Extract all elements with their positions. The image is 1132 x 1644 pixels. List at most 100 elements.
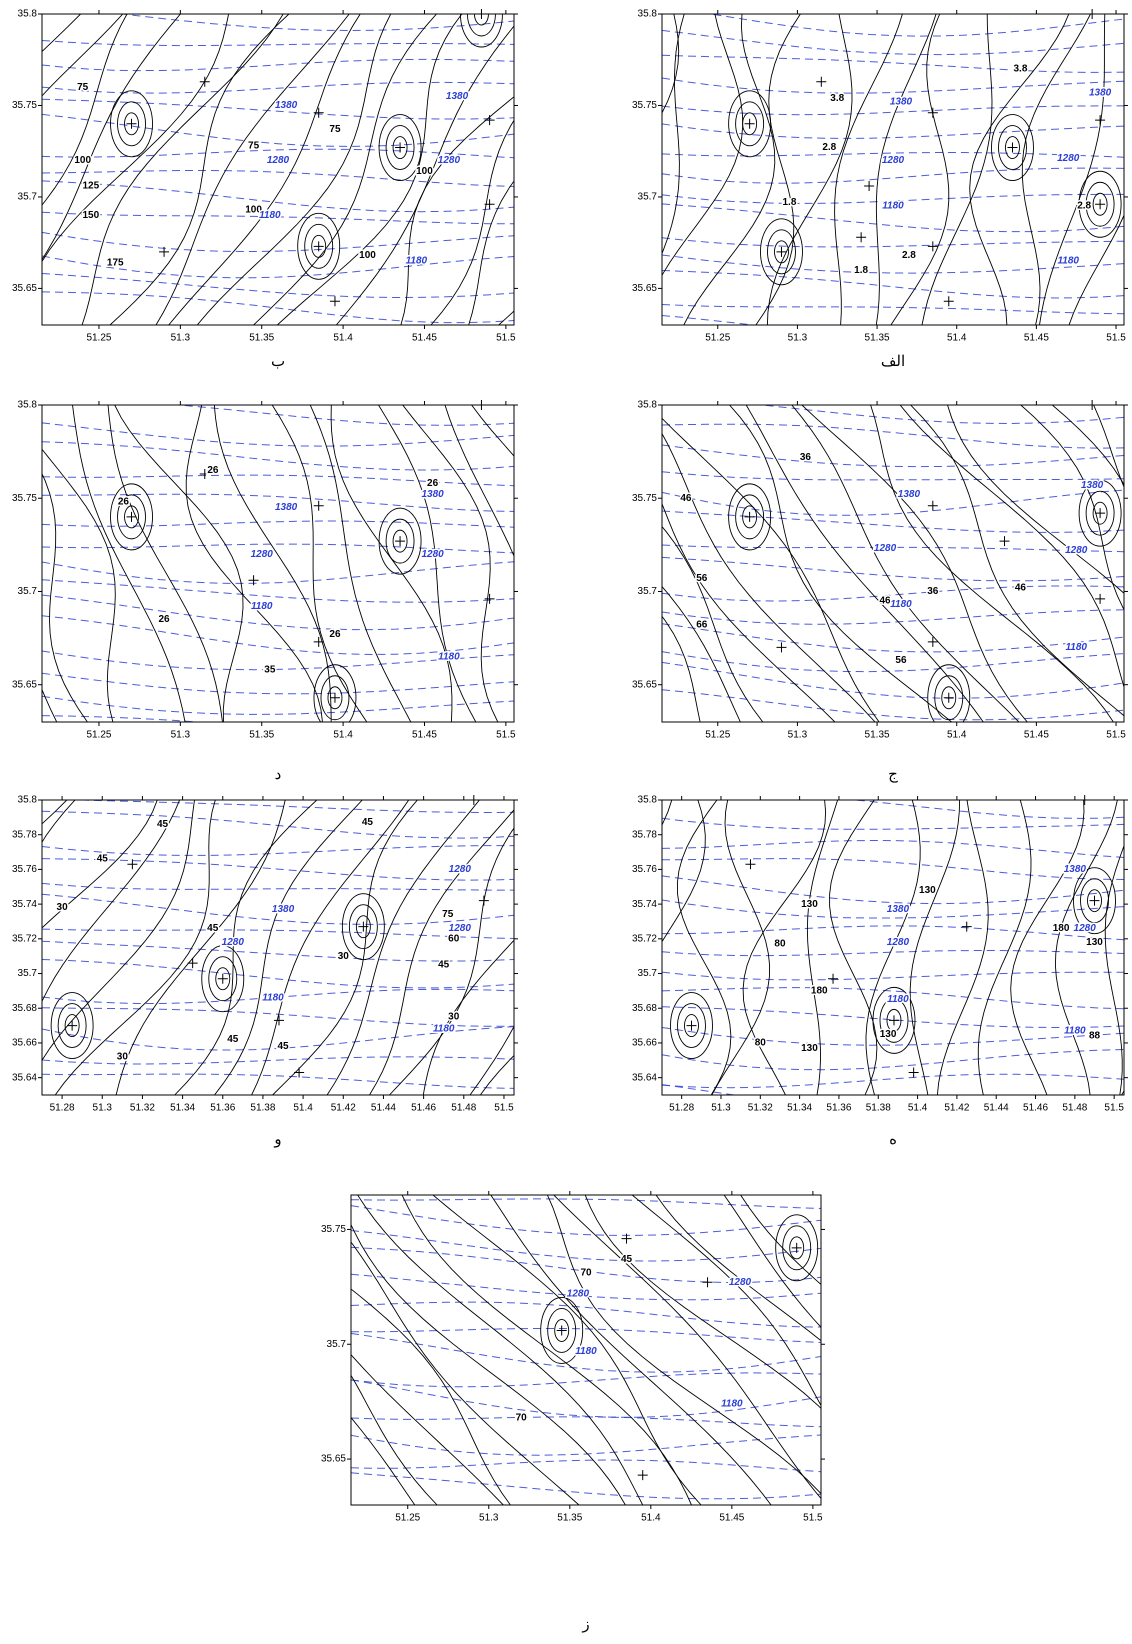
- x-tick-label: 51.35: [249, 333, 274, 344]
- y-tick-label: 35.7: [638, 586, 658, 597]
- contour-ring: [385, 125, 415, 170]
- y-tick-label: 35.66: [12, 1038, 37, 1049]
- well-marker: [961, 921, 972, 932]
- elevation-contour: [171, 405, 514, 426]
- elevation-contour: [42, 211, 514, 225]
- y-tick-label: 35.72: [632, 933, 657, 944]
- y-tick-label: 35.65: [632, 679, 657, 690]
- contour-line: [330, 405, 453, 722]
- contour-label: 75: [77, 82, 89, 93]
- contour-label: 100: [245, 204, 262, 215]
- contour-line: [54, 800, 216, 1095]
- contour-label: 56: [696, 573, 708, 584]
- panel: [42, 14, 514, 325]
- y-tick-label: 35.65: [321, 1454, 346, 1465]
- well-marker: [776, 642, 787, 653]
- elevation-contour: [351, 1230, 821, 1262]
- contour-line: [791, 405, 1020, 722]
- contour-label: 2.8: [902, 250, 916, 261]
- x-tick-label: 51.45: [412, 730, 437, 741]
- contour-line: [155, 14, 350, 325]
- elevation-contour: [42, 893, 514, 925]
- well-marker: [1087, 9, 1098, 19]
- contour-label: 80: [774, 939, 786, 950]
- elevation-contour: [42, 474, 514, 487]
- x-tick-label: 51.35: [557, 1513, 582, 1524]
- contour-line: [196, 14, 392, 325]
- y-tick-label: 35.75: [12, 493, 37, 504]
- contour-label: 26: [427, 478, 439, 489]
- elevation-contour: [42, 148, 514, 159]
- contour-label: 45: [277, 1041, 289, 1052]
- contour-ring: [460, 14, 503, 48]
- well-marker: [1089, 895, 1100, 906]
- elevation-contour: [662, 270, 1124, 299]
- elevation-label: 1180: [882, 201, 904, 212]
- contour-line: [42, 448, 116, 722]
- elevation-contour: [662, 661, 1124, 699]
- x-tick-label: 51.5: [496, 730, 516, 741]
- contour-line: [870, 405, 1114, 722]
- contour-line: [276, 14, 463, 325]
- elevation-contour: [42, 493, 514, 512]
- y-tick-label: 35.76: [12, 864, 37, 875]
- elevation-contour: [351, 1328, 821, 1343]
- y-tick-label: 35.8: [18, 400, 38, 411]
- elevation-contour: [662, 471, 1124, 481]
- contour-ring: [124, 112, 139, 136]
- contour-label: 26: [118, 497, 130, 508]
- y-tick-label: 35.8: [638, 400, 658, 411]
- contour-line: [1093, 405, 1124, 489]
- contour-line: [1039, 14, 1106, 325]
- contour-ring: [392, 529, 408, 553]
- well-marker: [313, 241, 324, 252]
- elevation-contour: [42, 1007, 514, 1027]
- contour-ring: [311, 234, 327, 258]
- elevation-contour: [662, 510, 1124, 533]
- elevation-contour: [351, 1332, 821, 1373]
- well-marker: [856, 232, 867, 243]
- contour-label: 125: [82, 181, 99, 192]
- elevation-label: 1380: [272, 904, 295, 915]
- contour-ring: [872, 986, 916, 1054]
- contour-line: [875, 14, 937, 325]
- contour-line: [662, 502, 836, 722]
- elevation-label: 1280: [729, 1277, 752, 1288]
- contour-line: [115, 800, 286, 1095]
- contour-line: [662, 615, 701, 722]
- contour-line: [369, 809, 514, 1095]
- contour-ring: [1092, 501, 1108, 525]
- contour-label: 30: [448, 1012, 460, 1023]
- x-tick-label: 51.28: [50, 1103, 75, 1114]
- well-marker: [313, 107, 324, 118]
- well-marker: [744, 511, 755, 522]
- contour-ring: [467, 14, 496, 37]
- contour-label: 26: [207, 465, 219, 476]
- well-marker: [199, 468, 210, 479]
- well-marker: [67, 1020, 78, 1031]
- y-tick-label: 35.7: [638, 192, 658, 203]
- contour-label: 30: [57, 902, 69, 913]
- x-tick-label: 51.4: [641, 1513, 661, 1524]
- elevation-contour: [42, 882, 514, 891]
- contour-line: [185, 405, 323, 722]
- contour-label: 1.8: [782, 197, 796, 208]
- contour-ring: [735, 494, 765, 540]
- elevation-contour: [662, 689, 1124, 721]
- panel-caption: د: [275, 766, 282, 783]
- well-marker: [1095, 508, 1106, 519]
- elevation-contour: [662, 29, 1124, 56]
- contour-line: [806, 800, 839, 1095]
- well-marker: [126, 511, 137, 522]
- well-marker: [927, 636, 938, 647]
- well-marker: [776, 246, 787, 257]
- panel: [42, 405, 514, 722]
- elevation-contour: [42, 959, 514, 989]
- contour-label: 100: [416, 166, 433, 177]
- elevation-contour: [662, 1084, 738, 1095]
- elevation-contour: [662, 77, 1124, 94]
- elevation-contour: [42, 928, 514, 939]
- well-marker: [484, 199, 495, 210]
- contour-label: 45: [207, 923, 219, 934]
